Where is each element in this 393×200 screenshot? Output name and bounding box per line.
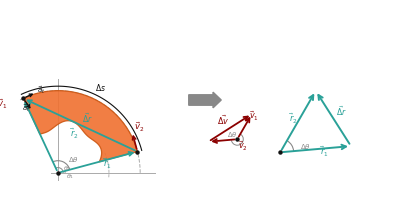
FancyArrow shape (189, 92, 221, 108)
Text: $\vec{\Delta v}$: $\vec{\Delta v}$ (217, 113, 229, 127)
Text: $\vec{r}_2$: $\vec{r}_2$ (70, 126, 79, 141)
Text: $\Delta\theta$: $\Delta\theta$ (300, 142, 310, 151)
Text: $\vec{r}_1$: $\vec{r}_1$ (320, 145, 328, 159)
Text: $\vec{v}_2$: $\vec{v}_2$ (238, 140, 248, 153)
Text: $\vec{\Delta r}$: $\vec{\Delta r}$ (336, 104, 347, 118)
Polygon shape (23, 91, 138, 162)
Text: $\vec{r}_1$: $\vec{r}_1$ (103, 157, 112, 171)
Text: $\vec{a}_r$: $\vec{a}_r$ (22, 102, 30, 114)
Text: $\vec{a}_t$: $\vec{a}_t$ (37, 84, 46, 96)
Text: $\Delta s$: $\Delta s$ (95, 82, 106, 93)
Text: $\Delta\theta$: $\Delta\theta$ (68, 155, 79, 164)
Text: $\Delta\theta$: $\Delta\theta$ (227, 130, 237, 139)
Text: $\theta_1$: $\theta_1$ (66, 172, 74, 181)
Text: $\theta_2$: $\theta_2$ (63, 164, 71, 173)
Text: $\vec{v}_1$: $\vec{v}_1$ (248, 110, 258, 123)
Text: $\vec{v}_1$: $\vec{v}_1$ (0, 98, 7, 111)
Text: $\vec{r}_2$: $\vec{r}_2$ (290, 112, 298, 126)
Text: $\vec{v}_2$: $\vec{v}_2$ (134, 121, 144, 134)
Text: $\vec{\Delta r}$: $\vec{\Delta r}$ (82, 112, 93, 125)
